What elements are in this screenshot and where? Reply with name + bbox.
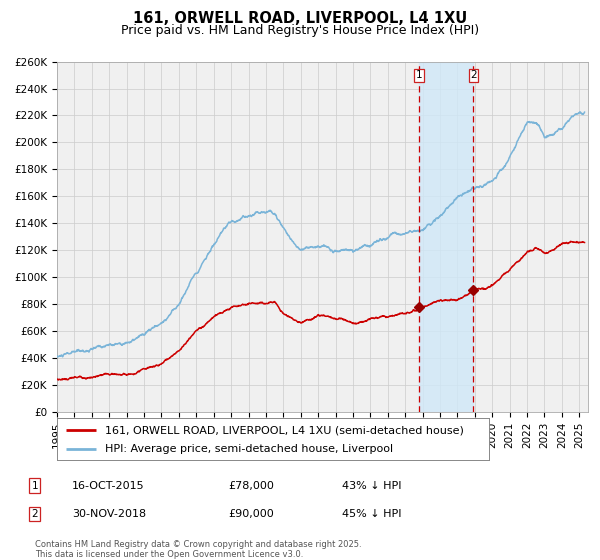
Text: HPI: Average price, semi-detached house, Liverpool: HPI: Average price, semi-detached house,… [104, 445, 392, 454]
Text: 16-OCT-2015: 16-OCT-2015 [72, 480, 145, 491]
Text: 161, ORWELL ROAD, LIVERPOOL, L4 1XU: 161, ORWELL ROAD, LIVERPOOL, L4 1XU [133, 11, 467, 26]
Text: 1: 1 [416, 71, 422, 80]
Text: Contains HM Land Registry data © Crown copyright and database right 2025.: Contains HM Land Registry data © Crown c… [35, 540, 361, 549]
Text: 1: 1 [31, 480, 38, 491]
Text: Price paid vs. HM Land Registry's House Price Index (HPI): Price paid vs. HM Land Registry's House … [121, 24, 479, 37]
Text: 45% ↓ HPI: 45% ↓ HPI [342, 509, 401, 519]
Text: £90,000: £90,000 [228, 509, 274, 519]
Text: 161, ORWELL ROAD, LIVERPOOL, L4 1XU (semi-detached house): 161, ORWELL ROAD, LIVERPOOL, L4 1XU (sem… [104, 425, 463, 435]
Text: This data is licensed under the Open Government Licence v3.0.: This data is licensed under the Open Gov… [35, 550, 303, 559]
Text: 2: 2 [470, 71, 477, 80]
Text: 43% ↓ HPI: 43% ↓ HPI [342, 480, 401, 491]
Text: £78,000: £78,000 [228, 480, 274, 491]
Bar [419, 62, 473, 412]
Text: 30-NOV-2018: 30-NOV-2018 [72, 509, 146, 519]
Text: 2: 2 [31, 509, 38, 519]
